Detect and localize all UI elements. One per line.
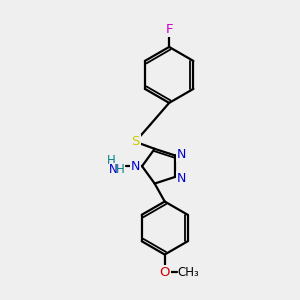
Text: S: S [131, 135, 140, 148]
Text: H: H [116, 163, 124, 176]
Text: H: H [107, 154, 116, 167]
Text: N: N [177, 148, 186, 161]
Text: F: F [165, 23, 173, 36]
Text: O: O [160, 266, 170, 279]
Text: N: N [109, 163, 118, 176]
Text: N: N [177, 172, 186, 184]
Text: N: N [131, 160, 140, 173]
Text: CH₃: CH₃ [177, 266, 199, 279]
